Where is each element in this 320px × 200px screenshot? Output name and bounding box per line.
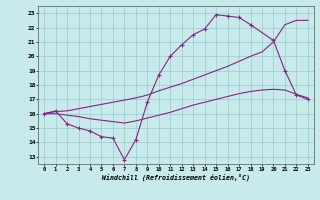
X-axis label: Windchill (Refroidissement éolien,°C): Windchill (Refroidissement éolien,°C) (102, 174, 250, 181)
